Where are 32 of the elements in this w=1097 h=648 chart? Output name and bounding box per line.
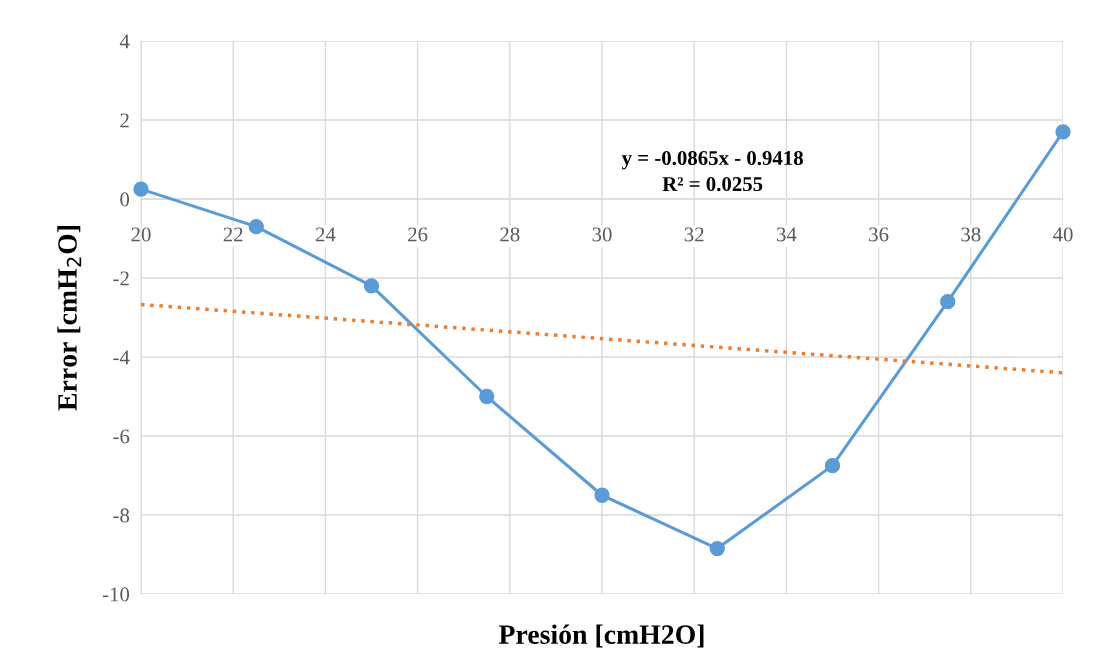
x-axis-title: Presión [cmH2O] <box>498 624 704 648</box>
x-tick-label: 38 <box>961 227 981 242</box>
point <box>709 540 725 557</box>
y-tick-label: 2 <box>120 113 129 128</box>
x-tick-label: 30 <box>592 227 612 242</box>
y-tick-label: 4 <box>119 34 130 49</box>
x-tick-label: 28 <box>500 227 520 242</box>
annotation: y = -0.0865x - 0.9418 <box>621 150 803 170</box>
y-tick-label: -2 <box>113 271 129 286</box>
x-tick-label: 40 <box>1052 227 1073 242</box>
x-tick-label: 20 <box>131 227 151 242</box>
x-tick-label: 32 <box>684 227 704 242</box>
x-tick-label: 36 <box>869 227 889 242</box>
x-tick-label: 24 <box>315 227 336 242</box>
y-tick-label: -10 <box>102 587 130 602</box>
point <box>363 278 380 294</box>
y-tick-label: -4 <box>113 350 130 365</box>
point <box>133 181 149 197</box>
point <box>248 219 264 235</box>
point <box>1055 124 1071 140</box>
point <box>824 457 841 474</box>
x-tick-label: 26 <box>408 227 428 242</box>
point <box>479 388 495 405</box>
y-axis-title: Error [cmH$_{2}$O] <box>57 226 82 411</box>
point <box>594 487 610 503</box>
annotation: R² = 0.0255 <box>662 177 763 192</box>
y-tick-label: -8 <box>113 508 130 523</box>
y-tick-label: -6 <box>113 429 130 444</box>
y-tick-label: 0 <box>120 192 130 207</box>
point <box>940 294 956 310</box>
x-tick-label: 34 <box>776 227 797 242</box>
x-tick-label: 22 <box>223 227 243 242</box>
